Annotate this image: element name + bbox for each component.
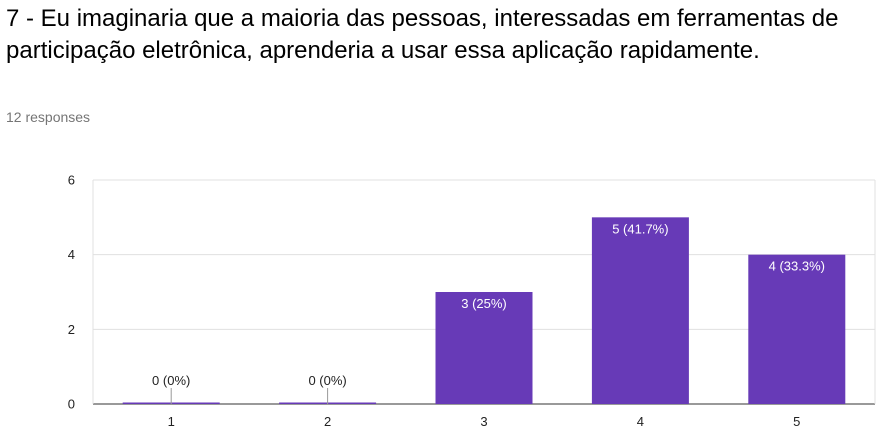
bar-3: [435, 292, 533, 404]
data-label-5: 4 (33.3%): [769, 259, 825, 274]
x-tick-label: 2: [324, 414, 331, 429]
y-tick-label: 6: [68, 173, 75, 188]
data-label-4: 5 (41.7%): [612, 221, 668, 236]
data-label-1: 0 (0%): [152, 373, 190, 388]
y-tick-label: 2: [68, 322, 75, 337]
data-labels: 0 (0%) 0 (0%) 3 (25%) 5 (41.7%) 4 (33.3%): [152, 221, 825, 404]
y-tick-label: 0: [68, 397, 75, 412]
gridlines: [92, 179, 876, 405]
x-tick-label: 4: [637, 414, 644, 429]
x-tick-label: 5: [793, 414, 800, 429]
x-tick-label: 1: [168, 414, 175, 429]
bar-4: [591, 217, 689, 404]
x-axis-ticks: 1 2 3 4 5: [168, 414, 801, 429]
y-tick-label: 4: [68, 247, 75, 262]
question-title: 7 - Eu imaginaria que a maioria das pess…: [6, 5, 839, 64]
data-label-3: 3 (25%): [461, 296, 507, 311]
data-label-2: 0 (0%): [308, 373, 346, 388]
y-axis-ticks: 0 2 4 6: [68, 173, 75, 412]
x-tick-label: 3: [480, 414, 487, 429]
bar-5: [748, 254, 846, 404]
response-count: 12 responses: [6, 109, 91, 125]
